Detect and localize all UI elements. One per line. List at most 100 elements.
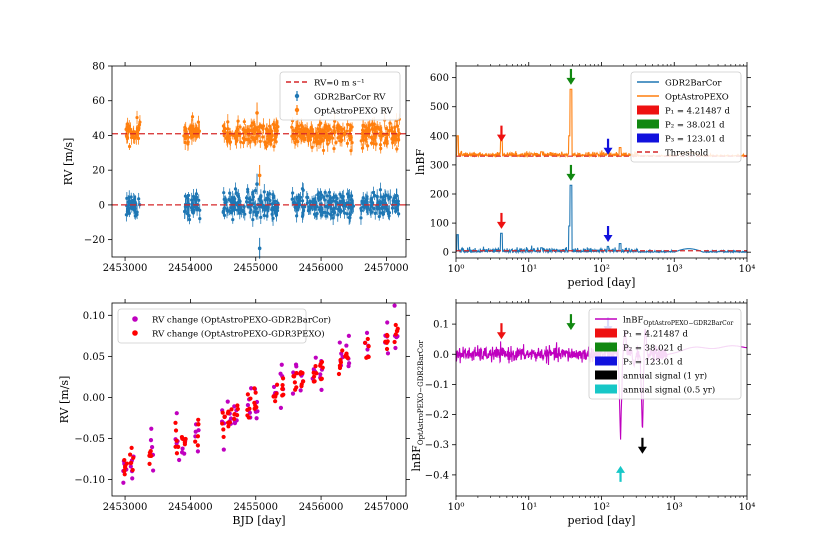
rv-point	[345, 212, 349, 216]
legend: GDR2BarCor OptAstroPEXO P₁ = 4.21487 d P₂ =…	[630, 71, 742, 163]
rv-point	[245, 138, 249, 142]
rv-change-point	[319, 376, 324, 381]
rv-point	[236, 194, 240, 198]
rv-change-point	[364, 355, 369, 360]
y-tick-label: 100	[430, 219, 449, 230]
rv-change-point	[232, 416, 237, 422]
rv-point	[239, 140, 243, 144]
rv-change-point	[245, 402, 251, 408]
rv-point	[127, 207, 131, 211]
rv-point	[351, 204, 356, 208]
rv-point	[306, 209, 311, 213]
legend-errorbar-dot	[294, 93, 300, 99]
rv-change-point	[174, 438, 179, 443]
series-gdr3pexo-change	[122, 322, 400, 477]
y-tick-label: 0.00	[83, 393, 105, 404]
y-tick-label: 0.1	[433, 320, 449, 331]
rv-point	[346, 192, 350, 196]
legend-dot-swatch	[132, 316, 138, 322]
rv-point	[338, 139, 342, 143]
legend-box	[117, 308, 307, 344]
rv-change-point	[298, 388, 303, 393]
rv-point	[378, 134, 382, 138]
legend-label: P₃ = 123.01 d	[665, 135, 725, 145]
rv-point	[331, 216, 335, 220]
rv-point	[299, 123, 303, 127]
x-axis-label: period [day]	[568, 514, 636, 527]
rv-change-point	[393, 322, 398, 328]
legend-dot-swatch	[132, 330, 138, 336]
y-tick-label: 500	[430, 102, 449, 113]
rv-change-point	[225, 399, 230, 404]
rv-point	[395, 138, 399, 142]
rv-point	[341, 127, 345, 131]
rv-change-point	[151, 468, 156, 473]
y-axis-label: lnBF	[414, 148, 427, 175]
rv-point	[243, 212, 247, 216]
legend: RV=0 m s⁻¹ GDR2BarCor RV OptAstroPEXO RV	[279, 71, 401, 121]
rv-point	[359, 216, 363, 220]
rv-change-point	[366, 344, 371, 349]
legend-box	[588, 308, 742, 400]
rv-change-point	[346, 361, 352, 366]
rv-point	[360, 132, 364, 136]
x-tick-label: 10²	[593, 264, 610, 275]
y-axis-label: lnBFOptAstroPEXO−GDR2BarCor	[410, 340, 425, 472]
x-axis-label: period [day]	[568, 276, 636, 289]
rv-point	[228, 133, 232, 138]
rv-point	[321, 148, 326, 153]
rv-point	[183, 209, 187, 213]
rv-point	[137, 123, 142, 127]
rv-point	[246, 187, 250, 192]
rv-change-point	[298, 371, 303, 377]
rv-point	[342, 131, 346, 135]
rv-point	[314, 214, 318, 218]
rv-point	[183, 194, 188, 198]
rv-change-point	[220, 421, 225, 426]
rv-point	[325, 127, 329, 131]
y-tick-label: 300	[430, 160, 449, 171]
rv-change-point	[196, 422, 201, 427]
rv-point	[241, 141, 245, 145]
rv-change-point	[221, 427, 226, 432]
x-tick-label: 2454000	[168, 263, 213, 274]
rv-point	[222, 191, 226, 195]
rv-change-point	[222, 414, 227, 420]
x-tick-label: 10⁴	[739, 502, 756, 513]
rv-point	[272, 137, 277, 142]
rv-point	[194, 195, 199, 199]
rv-point	[395, 147, 399, 151]
rv-point	[231, 205, 235, 209]
rv-point	[274, 128, 278, 133]
rv-change-point	[365, 336, 370, 342]
rv-point	[317, 196, 321, 200]
rv-point	[349, 126, 353, 131]
rv-point	[272, 123, 276, 127]
rv-change-point	[174, 411, 179, 416]
rv-point	[376, 125, 380, 130]
rv-change-point	[318, 372, 323, 377]
rv-change-point	[247, 406, 252, 411]
rv-point	[372, 206, 376, 211]
y-tick-label: 0.10	[83, 311, 105, 322]
rv-point	[368, 128, 372, 133]
rv-change-point	[122, 468, 127, 473]
arrow-head	[566, 173, 576, 181]
series-optastropexo	[124, 102, 401, 186]
rv-point	[299, 135, 303, 139]
y-tick-label: 60	[92, 96, 105, 107]
rv-point	[385, 208, 389, 212]
rv-change-point	[280, 376, 286, 381]
rv-change-point	[338, 360, 344, 365]
y-tick-label: −0.05	[74, 434, 105, 445]
rv-change-point	[232, 404, 237, 409]
legend-label: P₂ = 38.021 d	[665, 121, 725, 131]
x-tick-label: 10³	[666, 264, 683, 275]
rv-change-point	[179, 450, 185, 455]
rv-change-point	[253, 403, 258, 408]
rv-point	[253, 125, 257, 130]
rv-change-point	[131, 455, 136, 461]
rv-point	[137, 197, 141, 201]
rv-change-point	[148, 438, 154, 443]
rv-change-point	[340, 348, 345, 353]
